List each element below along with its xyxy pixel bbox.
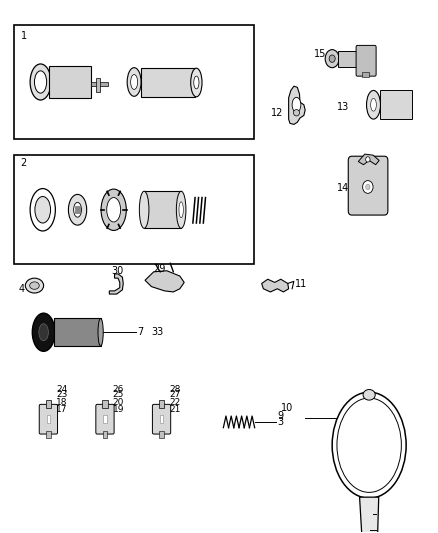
Text: 14: 14 [336, 183, 349, 193]
FancyBboxPatch shape [39, 405, 57, 434]
Ellipse shape [325, 50, 339, 68]
Text: 12: 12 [271, 108, 283, 118]
Ellipse shape [30, 282, 39, 289]
Ellipse shape [25, 278, 44, 293]
Bar [160, 415, 163, 423]
Bar [92, 82, 108, 86]
Text: 28: 28 [170, 385, 181, 394]
Ellipse shape [191, 68, 202, 97]
Text: 25: 25 [113, 390, 124, 399]
Ellipse shape [292, 98, 301, 112]
Text: Jeep: Jeep [354, 439, 385, 451]
Bar [75, 206, 80, 214]
Text: 22: 22 [170, 398, 180, 407]
Text: 29: 29 [153, 264, 165, 274]
Text: 2: 2 [21, 158, 27, 168]
Text: 10: 10 [281, 403, 293, 413]
Text: 15: 15 [314, 50, 326, 59]
Text: 26: 26 [113, 385, 124, 394]
Text: 20: 20 [113, 398, 124, 407]
Text: 33: 33 [152, 327, 164, 337]
Bar [47, 415, 50, 423]
Bar [380, 91, 412, 119]
Ellipse shape [107, 198, 120, 222]
Ellipse shape [101, 189, 126, 230]
Ellipse shape [293, 110, 300, 116]
Text: 18: 18 [56, 398, 68, 407]
Text: 3: 3 [277, 417, 283, 427]
Ellipse shape [30, 64, 51, 100]
Polygon shape [145, 271, 184, 292]
Ellipse shape [332, 392, 406, 498]
Text: 17: 17 [56, 405, 68, 414]
Polygon shape [261, 279, 289, 292]
Bar [49, 66, 91, 99]
Polygon shape [110, 274, 123, 294]
Ellipse shape [367, 91, 381, 119]
Ellipse shape [363, 181, 373, 193]
Ellipse shape [139, 191, 149, 228]
Ellipse shape [35, 197, 50, 223]
Text: 11: 11 [295, 279, 307, 289]
Bar [338, 51, 359, 67]
FancyBboxPatch shape [348, 156, 388, 215]
Ellipse shape [329, 55, 335, 62]
Text: 19: 19 [113, 405, 124, 414]
Text: 1: 1 [21, 31, 27, 41]
Ellipse shape [366, 184, 370, 190]
Polygon shape [289, 86, 305, 124]
Ellipse shape [194, 76, 199, 89]
Ellipse shape [127, 68, 141, 96]
Bar [144, 191, 181, 228]
Ellipse shape [98, 318, 103, 346]
Bar [53, 318, 101, 346]
Ellipse shape [35, 71, 47, 93]
Text: 9: 9 [278, 411, 284, 421]
FancyBboxPatch shape [14, 155, 254, 264]
Polygon shape [360, 497, 379, 533]
Ellipse shape [68, 195, 87, 225]
Ellipse shape [30, 189, 55, 231]
Bar [46, 431, 50, 438]
Text: 21: 21 [170, 405, 181, 414]
Ellipse shape [179, 202, 184, 217]
Ellipse shape [32, 313, 55, 351]
Text: 4: 4 [19, 284, 25, 294]
Text: 7: 7 [138, 327, 144, 337]
Ellipse shape [337, 398, 401, 492]
FancyBboxPatch shape [356, 45, 376, 76]
FancyBboxPatch shape [152, 405, 171, 434]
Ellipse shape [39, 324, 48, 341]
Text: 23: 23 [56, 390, 67, 399]
Bar [103, 431, 107, 438]
Bar [362, 72, 369, 77]
Ellipse shape [366, 157, 370, 162]
FancyBboxPatch shape [14, 25, 254, 139]
Text: 30: 30 [112, 266, 124, 276]
Ellipse shape [177, 191, 186, 228]
Bar [96, 78, 100, 92]
Bar [159, 431, 164, 438]
Text: 13: 13 [336, 102, 349, 112]
Bar [102, 400, 108, 408]
Bar [103, 415, 107, 423]
Bar [46, 400, 51, 408]
Text: 27: 27 [170, 390, 181, 399]
FancyBboxPatch shape [96, 405, 114, 434]
Bar [159, 400, 164, 408]
Ellipse shape [74, 203, 81, 217]
Ellipse shape [363, 390, 375, 400]
Ellipse shape [131, 75, 138, 90]
Ellipse shape [371, 99, 376, 111]
Polygon shape [358, 154, 379, 165]
Text: 24: 24 [56, 385, 67, 394]
Bar [141, 68, 195, 97]
